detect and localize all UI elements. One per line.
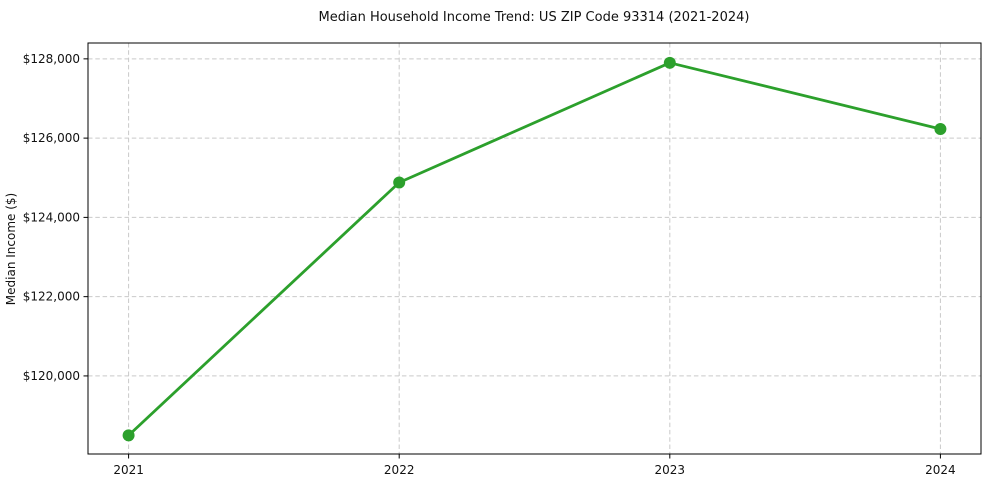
x-tick-label: 2022 [384, 463, 415, 477]
plot-border [87, 42, 982, 455]
y-tick-label: $126,000 [23, 131, 80, 145]
x-tick-label: 2024 [925, 463, 956, 477]
x-tick-label: 2023 [655, 463, 686, 477]
data-point [122, 429, 135, 442]
trend-line [127, 61, 942, 437]
y-axis-label: Median Income ($) [4, 193, 18, 305]
data-point [934, 123, 947, 136]
x-tick-label: 2021 [113, 463, 144, 477]
y-tick-label: $128,000 [23, 52, 80, 66]
data-point [393, 176, 406, 189]
data-point [663, 56, 676, 69]
chart-title: Median Household Income Trend: US ZIP Co… [319, 10, 750, 25]
y-tick-label: $122,000 [23, 290, 80, 304]
y-tick-label: $120,000 [23, 369, 80, 383]
plot-area: $120,000 $122,000 $124,000 $126,000 $128,000… [23, 42, 982, 477]
y-tick-label: $124,000 [23, 210, 80, 224]
